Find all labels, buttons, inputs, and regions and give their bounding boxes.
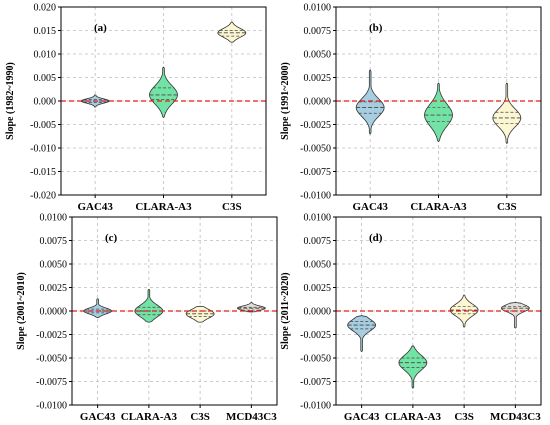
y-tick-label: -0.020	[30, 190, 56, 201]
y-tick-label: 0.0000	[304, 96, 332, 107]
plot-frame	[335, 216, 542, 406]
y-tick-label: 0.000	[34, 96, 57, 107]
x-category-label: GAC43	[80, 411, 116, 423]
panel-label: (b)	[369, 22, 383, 34]
y-tick-label: 0.0075	[304, 26, 332, 37]
violin-clara-a3	[398, 345, 428, 389]
y-tick-label: 0.0000	[304, 306, 332, 317]
y-tick-label: 0.0000	[40, 306, 68, 317]
panel-label: (a)	[94, 22, 107, 34]
panel-label: (c)	[105, 232, 118, 244]
violin-clara-a3	[134, 288, 164, 323]
y-tick-label: -0.0050	[300, 143, 331, 154]
violin-clara-a3	[424, 82, 453, 142]
violin-c3s	[217, 21, 247, 43]
y-tick-label: 0.0050	[40, 259, 68, 270]
y-tick-label: 0.0050	[304, 49, 332, 60]
y-tick-label: 0.015	[34, 26, 57, 37]
panel-d: -0.0100 -0.0075 -0.0050 -0.0025 0.0000 0.0025…	[280, 212, 542, 423]
y-tick-label: 0.005	[34, 73, 57, 84]
panel-a: -0.020 -0.015 -0.010 -0.005 0.000 0.005 0.010 0…	[5, 2, 267, 213]
x-category-label: C3S	[497, 201, 517, 213]
y-tick-label: 0.0025	[304, 283, 332, 294]
y-tick-label: -0.0025	[300, 330, 331, 341]
y-tick-label: 0.0075	[40, 236, 68, 247]
x-category-label: C3S	[454, 411, 474, 423]
x-category-label: CLARA-A3	[135, 201, 192, 213]
y-tick-label: -0.0100	[300, 190, 331, 201]
y-tick-label: -0.005	[30, 120, 56, 131]
y-tick-label: 0.0025	[304, 73, 332, 84]
violin-clara-a3	[149, 66, 178, 118]
y-tick-label: 0.020	[34, 2, 57, 13]
y-tick-label: 0.0100	[40, 212, 68, 223]
y-tick-label: -0.010	[30, 143, 56, 154]
y-tick-label: 0.0075	[304, 236, 332, 247]
x-category-label: CLARA-A3	[385, 411, 442, 423]
x-category-label: MCD43C3	[490, 411, 541, 423]
x-category-label: C3S	[190, 411, 210, 423]
y-tick-label: -0.0075	[300, 167, 331, 178]
violin-c3s	[492, 82, 522, 144]
y-tick-label: -0.0050	[300, 353, 331, 364]
x-category-label: MCD43C3	[226, 411, 277, 423]
y-axis-label: Slope (1991~2000)	[280, 62, 291, 140]
plot-frame	[71, 216, 278, 406]
y-axis-label: Slope (2001~2010)	[16, 272, 27, 350]
x-category-label: CLARA-A3	[410, 201, 467, 213]
y-tick-label: 0.0050	[304, 259, 332, 270]
y-tick-label: -0.0075	[36, 377, 67, 388]
panel-c: -0.0100 -0.0075 -0.0050 -0.0025 0.0000 0.0025…	[16, 212, 278, 423]
y-tick-label: 0.0100	[304, 212, 332, 223]
x-category-label: GAC43	[77, 201, 113, 213]
y-tick-label: -0.0100	[36, 400, 67, 411]
violin-mcd43c3	[500, 302, 530, 329]
y-tick-label: -0.0100	[300, 400, 331, 411]
violin-gac43	[347, 315, 376, 352]
y-tick-label: -0.0050	[36, 353, 67, 364]
y-tick-label: 0.0025	[40, 283, 68, 294]
x-category-label: C3S	[222, 201, 242, 213]
violin-c3s	[185, 305, 215, 323]
y-tick-label: 0.0100	[304, 2, 332, 13]
y-tick-label: -0.0075	[300, 377, 331, 388]
y-tick-label: -0.0025	[36, 330, 67, 341]
panel-b: -0.0100 -0.0075 -0.0050 -0.0025 0.0000 0.0025…	[280, 2, 542, 213]
y-tick-label: 0.010	[34, 49, 57, 60]
x-category-label: CLARA-A3	[121, 411, 178, 423]
x-category-label: GAC43	[352, 201, 388, 213]
y-tick-label: -0.0025	[300, 120, 331, 131]
panel-label: (d)	[369, 232, 383, 244]
y-tick-label: -0.015	[30, 167, 56, 178]
violin-gac43	[83, 298, 113, 318]
x-category-label: GAC43	[344, 411, 380, 423]
y-axis-label: Slope (2011~2020)	[280, 272, 291, 349]
y-axis-label: Slope (1982~1990)	[5, 62, 16, 140]
